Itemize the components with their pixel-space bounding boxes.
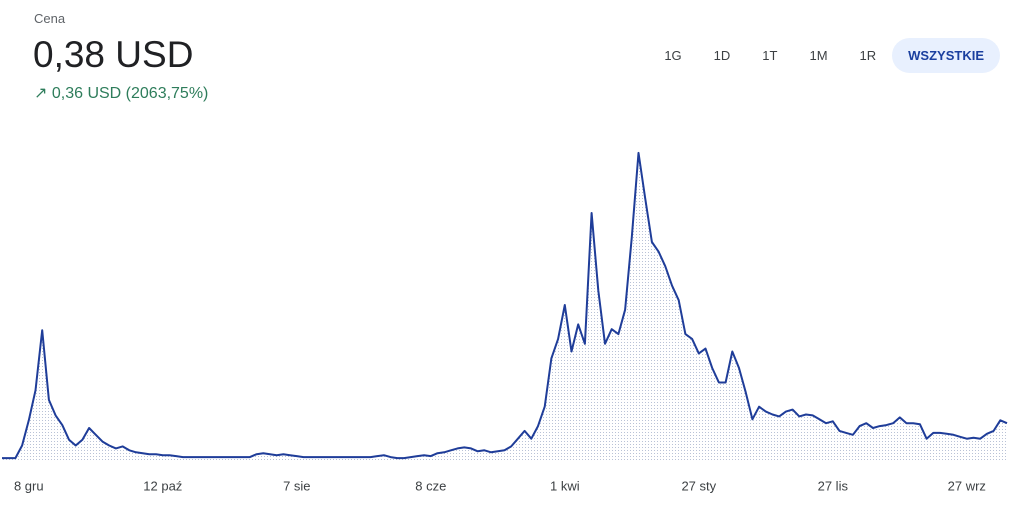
x-tick-label: 7 sie xyxy=(283,478,310,493)
range-button[interactable]: 1G xyxy=(664,48,682,63)
range-button[interactable]: 1D xyxy=(713,48,731,63)
current-price: 0,38 USD xyxy=(33,34,194,75)
x-tick-label: 8 cze xyxy=(415,478,446,493)
range-button[interactable]: WSZYSTKIE xyxy=(892,38,1000,73)
x-tick-label: 27 wrz xyxy=(948,478,986,493)
area-fill xyxy=(2,152,1007,460)
x-tick-label: 12 paź xyxy=(143,478,182,493)
x-tick-label: 27 lis xyxy=(818,478,849,493)
price-line xyxy=(2,151,1008,460)
range-button[interactable]: 1R xyxy=(859,48,877,63)
price-label: Cena xyxy=(34,11,66,26)
x-tick-label: 27 sty xyxy=(681,478,716,493)
range-selector: 1G 1D 1T 1M 1R WSZYSTKIE xyxy=(648,38,1000,73)
range-button[interactable]: 1T xyxy=(762,48,778,63)
price-change: ↗ 0,36 USD (2063,75%) xyxy=(34,85,209,102)
x-tick-label: 1 kwi xyxy=(550,478,580,493)
x-tick-label: 8 gru xyxy=(14,478,44,493)
range-button[interactable]: 1M xyxy=(809,48,828,63)
